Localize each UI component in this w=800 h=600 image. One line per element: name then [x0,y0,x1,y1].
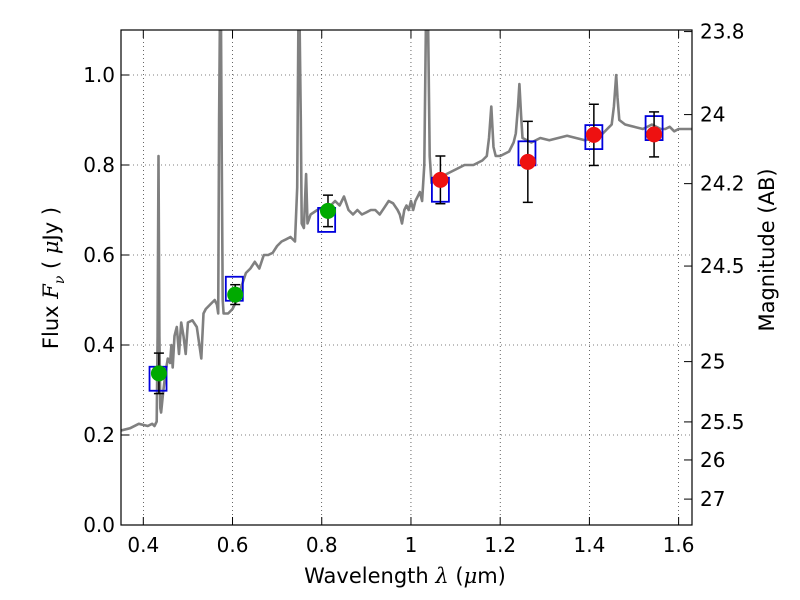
y2-tick-label: 24.5 [700,254,745,278]
y2-tick-label: 27 [700,487,725,511]
y2-tick-label: 25.5 [700,410,745,434]
grid-lines [121,30,692,526]
y-tick-label: 1.0 [83,63,115,87]
x-tick-label: 0.4 [127,533,159,557]
observed-flux-point [646,126,663,143]
observed-flux-point [227,286,244,303]
x-tick-label: 1.4 [573,533,605,557]
y2-tick-label: 24 [700,103,725,127]
axis-ticks: 0.4 0.6 0.8 1 1.2 1.4 1.6 0.0 0.2 0.4 0.6 0.8 1.0 23.… [83,20,744,557]
y2-tick-label: 24.2 [700,172,745,196]
observed-flux-point [519,153,536,170]
plot-frame [120,29,693,526]
observed-flux-point [585,126,602,143]
x-tick-label: 0.6 [217,533,249,557]
y-tick-label: 0.0 [83,513,115,537]
observed-flux-point [150,365,167,382]
y2-axis-label: Magnitude (AB) [755,168,779,331]
x-tick-label: 1.2 [484,533,516,557]
y-tick-label: 0.2 [83,423,115,447]
x-tick-label: 1.6 [663,533,695,557]
y-tick-label: 0.4 [83,333,115,357]
observed-flux-point [432,171,449,188]
y2-tick-label: 26 [700,448,725,472]
y2-tick-label: 23.8 [700,20,745,44]
observed-flux-point [319,202,336,219]
x-axis-label: Wavelength λ (μm) [304,564,506,588]
x-tick-label: 1 [405,533,418,557]
y2-tick-label: 25 [700,350,725,374]
observed-photometry [150,103,663,395]
x-tick-label: 0.8 [306,533,338,557]
y-axis-label: Flux Fν ( μJy ) [39,207,68,349]
y-tick-label: 0.6 [83,243,115,267]
y-tick-label: 0.8 [83,153,115,177]
